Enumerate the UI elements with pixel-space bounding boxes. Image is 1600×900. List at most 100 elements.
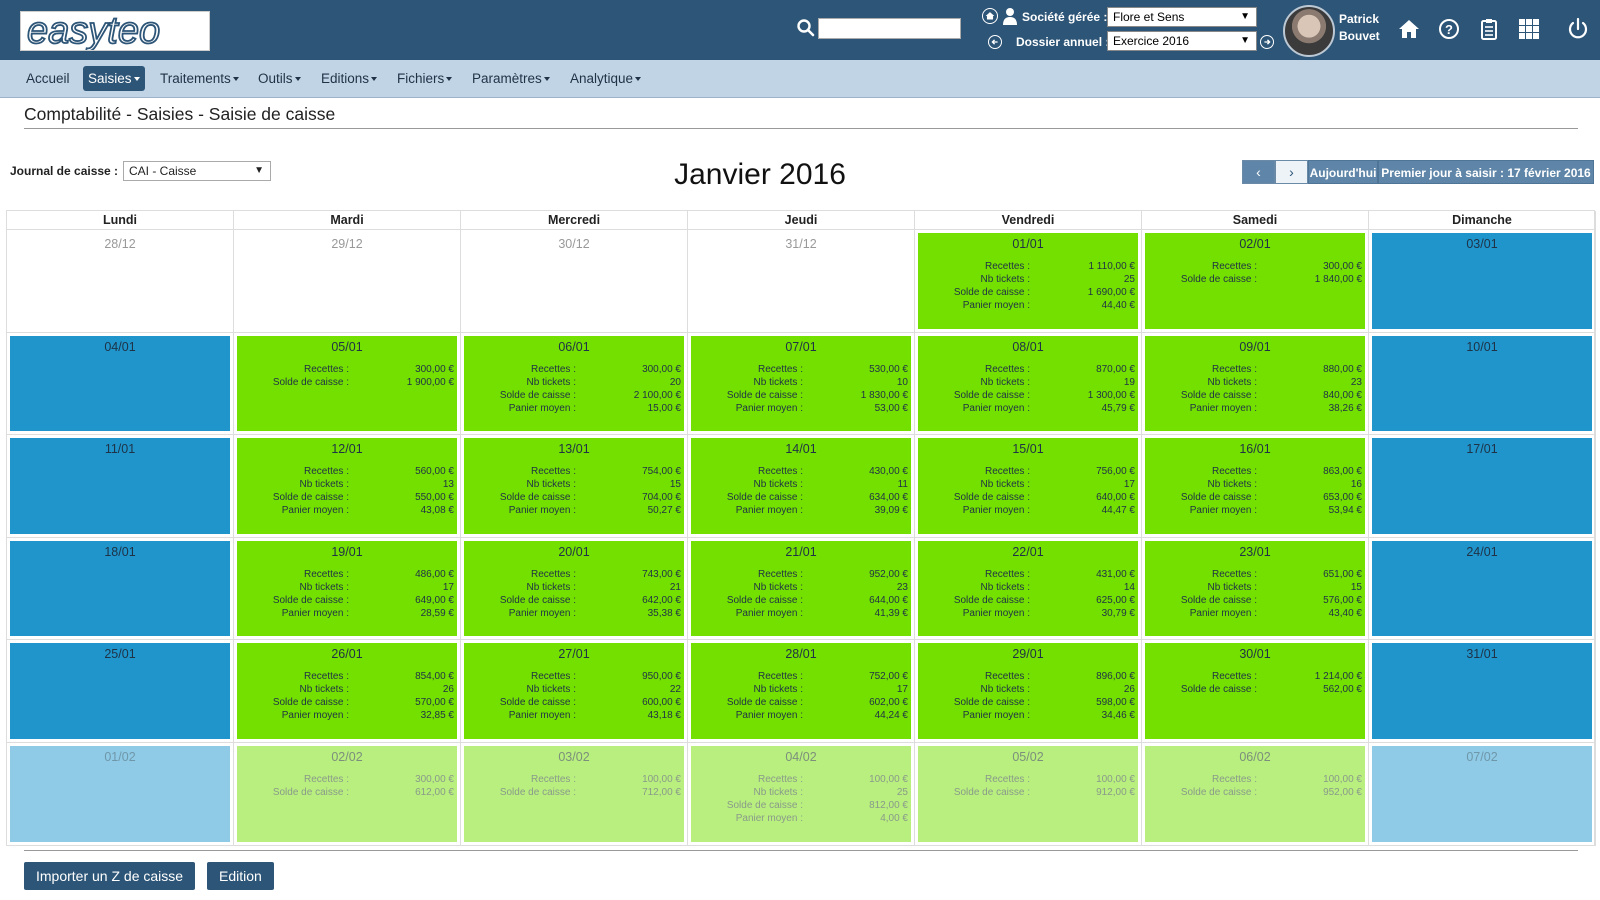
- day-box[interactable]: 29/01 Recettes :896,00 € Nb tickets :26 Sol…: [918, 643, 1138, 739]
- calendar-day[interactable]: 06/02 Recettes :100,00 € Solde de caisse :…: [1142, 743, 1369, 846]
- calendar-day[interactable]: 10/01: [1369, 332, 1596, 436]
- day-box[interactable]: 26/01 Recettes :854,00 € Nb tickets :26 Sol…: [237, 643, 457, 739]
- journal-select[interactable]: CAI - Caisse ▼: [123, 161, 271, 181]
- day-box[interactable]: 07/02: [1372, 746, 1592, 842]
- day-box[interactable]: 27/01 Recettes :950,00 € Nb tickets :22 Sol…: [464, 643, 684, 739]
- nav-saisies[interactable]: Saisies: [83, 66, 145, 91]
- nav-fichiers[interactable]: Fichiers: [392, 66, 457, 91]
- calendar-day[interactable]: 03/02 Recettes :100,00 € Solde de caisse :…: [461, 743, 688, 846]
- day-box[interactable]: 01/01 Recettes :1 110,00 € Nb tickets :25 S…: [918, 233, 1138, 329]
- day-box[interactable]: 18/01: [10, 540, 230, 637]
- search-icon[interactable]: [796, 18, 816, 38]
- day-box[interactable]: 08/01 Recettes :870,00 € Nb tickets :19 Sol…: [918, 335, 1138, 432]
- dossier-select[interactable]: Exercice 2016 ▼: [1107, 31, 1257, 51]
- calendar-day[interactable]: 06/01 Recettes :300,00 € Nb tickets :20 Sol…: [461, 332, 688, 436]
- calendar-day[interactable]: 17/01: [1369, 435, 1596, 538]
- calendar-day[interactable]: 15/01 Recettes :756,00 € Nb tickets :17 Sol…: [915, 435, 1142, 538]
- calendar-day[interactable]: 14/01 Recettes :430,00 € Nb tickets :11 Sol…: [688, 435, 915, 538]
- calendar-day[interactable]: 05/02 Recettes :100,00 € Solde de caisse :…: [915, 743, 1142, 846]
- calendar-day[interactable]: 07/01 Recettes :530,00 € Nb tickets :10 Sol…: [688, 332, 915, 436]
- day-box[interactable]: 04/01: [10, 335, 230, 432]
- calendar-day[interactable]: 02/01 Recettes :300,00 € Solde de caisse :…: [1142, 230, 1369, 333]
- day-box[interactable]: 07/01 Recettes :530,00 € Nb tickets :10 Sol…: [691, 335, 911, 432]
- calendar-day[interactable]: 16/01 Recettes :863,00 € Nb tickets :16 Sol…: [1142, 435, 1369, 538]
- day-box[interactable]: 05/02 Recettes :100,00 € Solde de caisse :…: [918, 746, 1138, 842]
- calendar-day[interactable]: 26/01 Recettes :854,00 € Nb tickets :26 Sol…: [234, 640, 461, 743]
- today-button[interactable]: Aujourd'hui: [1308, 160, 1378, 184]
- calendar-day[interactable]: 23/01 Recettes :651,00 € Nb tickets :15 Sol…: [1142, 537, 1369, 641]
- day-box[interactable]: 02/01 Recettes :300,00 € Solde de caisse :…: [1145, 233, 1365, 329]
- first-day-button[interactable]: Premier jour à saisir : 17 février 2016: [1378, 160, 1594, 184]
- day-box[interactable]: 06/01 Recettes :300,00 € Nb tickets :20 Sol…: [464, 335, 684, 432]
- calendar-day[interactable]: 08/01 Recettes :870,00 € Nb tickets :19 Sol…: [915, 332, 1142, 436]
- calendar-day[interactable]: 01/02: [7, 743, 234, 846]
- calendar-day[interactable]: 19/01 Recettes :486,00 € Nb tickets :17 Sol…: [234, 537, 461, 641]
- user-name[interactable]: Patrick Bouvet: [1339, 11, 1380, 45]
- day-box[interactable]: 13/01 Recettes :754,00 € Nb tickets :15 Sol…: [464, 438, 684, 534]
- day-box[interactable]: 01/02: [10, 746, 230, 842]
- calendar-day[interactable]: 28/01 Recettes :752,00 € Nb tickets :17 Sol…: [688, 640, 915, 743]
- avatar[interactable]: [1283, 5, 1335, 57]
- day-box[interactable]: 22/01 Recettes :431,00 € Nb tickets :14 Sol…: [918, 540, 1138, 637]
- calendar-day[interactable]: 18/01: [7, 537, 234, 641]
- calendar-day[interactable]: 31/12: [688, 230, 915, 333]
- calendar-day[interactable]: 11/01: [7, 435, 234, 538]
- calendar-day[interactable]: 20/01 Recettes :743,00 € Nb tickets :21 Sol…: [461, 537, 688, 641]
- nav-outils[interactable]: Outils: [253, 66, 306, 91]
- calendar-day[interactable]: 04/01: [7, 332, 234, 436]
- calendar-day[interactable]: 09/01 Recettes :880,00 € Nb tickets :23 Sol…: [1142, 332, 1369, 436]
- day-box[interactable]: 10/01: [1372, 335, 1592, 432]
- day-box[interactable]: 05/01 Recettes :300,00 € Solde de caisse :…: [237, 335, 457, 432]
- calendar-day[interactable]: 30/12: [461, 230, 688, 333]
- day-box[interactable]: 06/02 Recettes :100,00 € Solde de caisse :…: [1145, 746, 1365, 842]
- nav-parametres[interactable]: Paramètres: [467, 66, 555, 91]
- calendar-day[interactable]: 29/01 Recettes :896,00 € Nb tickets :26 Sol…: [915, 640, 1142, 743]
- day-box[interactable]: 31/01: [1372, 643, 1592, 739]
- day-box[interactable]: 28/01 Recettes :752,00 € Nb tickets :17 Sol…: [691, 643, 911, 739]
- help-icon[interactable]: ?: [1437, 17, 1461, 41]
- day-box[interactable]: 24/01: [1372, 540, 1592, 637]
- day-box[interactable]: 17/01: [1372, 438, 1592, 534]
- day-box[interactable]: 02/02 Recettes :300,00 € Solde de caisse :…: [237, 746, 457, 842]
- home-nav-icon[interactable]: [1397, 17, 1421, 41]
- day-box[interactable]: 09/01 Recettes :880,00 € Nb tickets :23 Sol…: [1145, 335, 1365, 432]
- power-icon[interactable]: [1566, 17, 1590, 41]
- grid-icon[interactable]: [1517, 17, 1541, 41]
- calendar-day[interactable]: 21/01 Recettes :952,00 € Nb tickets :23 Sol…: [688, 537, 915, 641]
- calendar-day[interactable]: 31/01: [1369, 640, 1596, 743]
- next-month-button[interactable]: ›: [1275, 160, 1308, 184]
- calendar-day[interactable]: 03/01: [1369, 230, 1596, 333]
- calendar-day[interactable]: 07/02: [1369, 743, 1596, 846]
- prev-month-button[interactable]: ‹: [1242, 160, 1275, 184]
- day-box[interactable]: 11/01: [10, 438, 230, 534]
- day-box[interactable]: 03/02 Recettes :100,00 € Solde de caisse :…: [464, 746, 684, 842]
- search-input[interactable]: [818, 18, 961, 39]
- day-box[interactable]: 12/01 Recettes :560,00 € Nb tickets :13 Sol…: [237, 438, 457, 534]
- easyteo-logo[interactable]: easyteo: [20, 11, 210, 51]
- import-z-button[interactable]: Importer un Z de caisse: [24, 862, 196, 890]
- calendar-day[interactable]: 01/01 Recettes :1 110,00 € Nb tickets :25 S…: [915, 230, 1142, 333]
- societe-select[interactable]: Flore et Sens ▼: [1107, 7, 1257, 27]
- nav-analytique[interactable]: Analytique: [565, 66, 646, 91]
- arrow-right-icon[interactable]: [1260, 35, 1274, 49]
- day-box[interactable]: 15/01 Recettes :756,00 € Nb tickets :17 Sol…: [918, 438, 1138, 534]
- calendar-day[interactable]: 29/12: [234, 230, 461, 333]
- calendar-day[interactable]: 22/01 Recettes :431,00 € Nb tickets :14 Sol…: [915, 537, 1142, 641]
- day-box[interactable]: 04/02 Recettes :100,00 € Nb tickets :25 Sol…: [691, 746, 911, 842]
- calendar-day[interactable]: 27/01 Recettes :950,00 € Nb tickets :22 Sol…: [461, 640, 688, 743]
- nav-editions[interactable]: Editions: [316, 66, 382, 91]
- arrow-left-icon[interactable]: [988, 35, 1002, 49]
- calendar-day[interactable]: 25/01: [7, 640, 234, 743]
- nav-accueil[interactable]: Accueil: [26, 71, 70, 86]
- calendar-day[interactable]: 12/01 Recettes :560,00 € Nb tickets :13 Sol…: [234, 435, 461, 538]
- day-box[interactable]: 23/01 Recettes :651,00 € Nb tickets :15 Sol…: [1145, 540, 1365, 637]
- clipboard-icon[interactable]: [1477, 17, 1501, 41]
- day-box[interactable]: 03/01: [1372, 233, 1592, 329]
- day-box[interactable]: 14/01 Recettes :430,00 € Nb tickets :11 Sol…: [691, 438, 911, 534]
- day-box[interactable]: 30/01 Recettes :1 214,00 € Solde de caisse…: [1145, 643, 1365, 739]
- nav-traitements[interactable]: Traitements: [155, 66, 244, 91]
- calendar-day[interactable]: 28/12: [7, 230, 234, 333]
- calendar-day[interactable]: 30/01 Recettes :1 214,00 € Solde de caisse…: [1142, 640, 1369, 743]
- edition-button[interactable]: Edition: [207, 862, 274, 890]
- day-box[interactable]: 20/01 Recettes :743,00 € Nb tickets :21 Sol…: [464, 540, 684, 637]
